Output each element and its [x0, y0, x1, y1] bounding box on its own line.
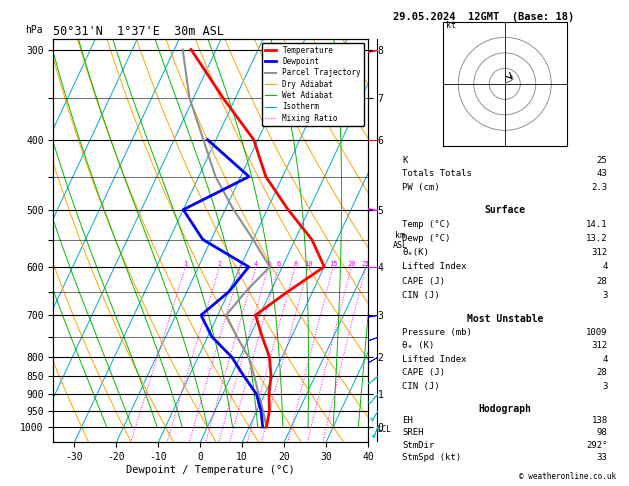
Text: 2: 2: [218, 261, 221, 267]
Text: 33: 33: [597, 453, 608, 462]
Text: 2.3: 2.3: [591, 183, 608, 191]
Text: 5: 5: [266, 261, 270, 267]
Text: hPa: hPa: [25, 25, 43, 35]
Text: Most Unstable: Most Unstable: [467, 314, 543, 324]
Text: 43: 43: [597, 169, 608, 178]
Text: θₑ (K): θₑ (K): [402, 341, 434, 350]
Text: 312: 312: [591, 248, 608, 257]
Text: 292°: 292°: [586, 441, 608, 450]
Text: Dewp (°C): Dewp (°C): [402, 234, 450, 243]
Text: StmDir: StmDir: [402, 441, 434, 450]
Text: 20: 20: [347, 261, 355, 267]
Text: CIN (J): CIN (J): [402, 291, 440, 300]
X-axis label: Dewpoint / Temperature (°C): Dewpoint / Temperature (°C): [126, 465, 295, 475]
Text: © weatheronline.co.uk: © weatheronline.co.uk: [520, 472, 616, 481]
Text: 3: 3: [602, 291, 608, 300]
Text: Hodograph: Hodograph: [478, 403, 532, 414]
Text: K: K: [402, 156, 408, 165]
Text: Lifted Index: Lifted Index: [402, 355, 467, 364]
Text: Lifted Index: Lifted Index: [402, 262, 467, 271]
Text: LCL: LCL: [377, 425, 391, 434]
Text: 3: 3: [238, 261, 243, 267]
Text: 15: 15: [329, 261, 337, 267]
Text: 25: 25: [362, 261, 370, 267]
Text: 4: 4: [602, 262, 608, 271]
Text: 8: 8: [293, 261, 298, 267]
Text: 1: 1: [184, 261, 188, 267]
Text: 4: 4: [602, 355, 608, 364]
Text: 13.2: 13.2: [586, 234, 608, 243]
Legend: Temperature, Dewpoint, Parcel Trajectory, Dry Adiabat, Wet Adiabat, Isotherm, Mi: Temperature, Dewpoint, Parcel Trajectory…: [262, 43, 364, 125]
Y-axis label: km
ASL: km ASL: [392, 231, 408, 250]
Text: CAPE (J): CAPE (J): [402, 277, 445, 286]
Text: kt: kt: [446, 21, 456, 30]
Text: 25: 25: [597, 156, 608, 165]
Text: 98: 98: [597, 428, 608, 437]
Text: EH: EH: [402, 416, 413, 425]
Text: 312: 312: [591, 341, 608, 350]
Text: 10: 10: [304, 261, 313, 267]
Text: 138: 138: [591, 416, 608, 425]
Text: Temp (°C): Temp (°C): [402, 220, 450, 228]
Text: 29.05.2024  12GMT  (Base: 18): 29.05.2024 12GMT (Base: 18): [393, 12, 574, 22]
Text: 28: 28: [597, 368, 608, 377]
Text: 4: 4: [254, 261, 258, 267]
Text: PW (cm): PW (cm): [402, 183, 440, 191]
Text: 1009: 1009: [586, 328, 608, 337]
Text: 14.1: 14.1: [586, 220, 608, 228]
Text: Totals Totals: Totals Totals: [402, 169, 472, 178]
Text: 6: 6: [277, 261, 281, 267]
Text: Surface: Surface: [484, 206, 525, 215]
Text: 50°31'N  1°37'E  30m ASL: 50°31'N 1°37'E 30m ASL: [53, 25, 225, 38]
Text: 28: 28: [597, 277, 608, 286]
Text: StmSpd (kt): StmSpd (kt): [402, 453, 461, 462]
Text: SREH: SREH: [402, 428, 423, 437]
Text: θₑ(K): θₑ(K): [402, 248, 429, 257]
Text: 3: 3: [602, 382, 608, 391]
Text: CAPE (J): CAPE (J): [402, 368, 445, 377]
Text: Pressure (mb): Pressure (mb): [402, 328, 472, 337]
Text: CIN (J): CIN (J): [402, 382, 440, 391]
